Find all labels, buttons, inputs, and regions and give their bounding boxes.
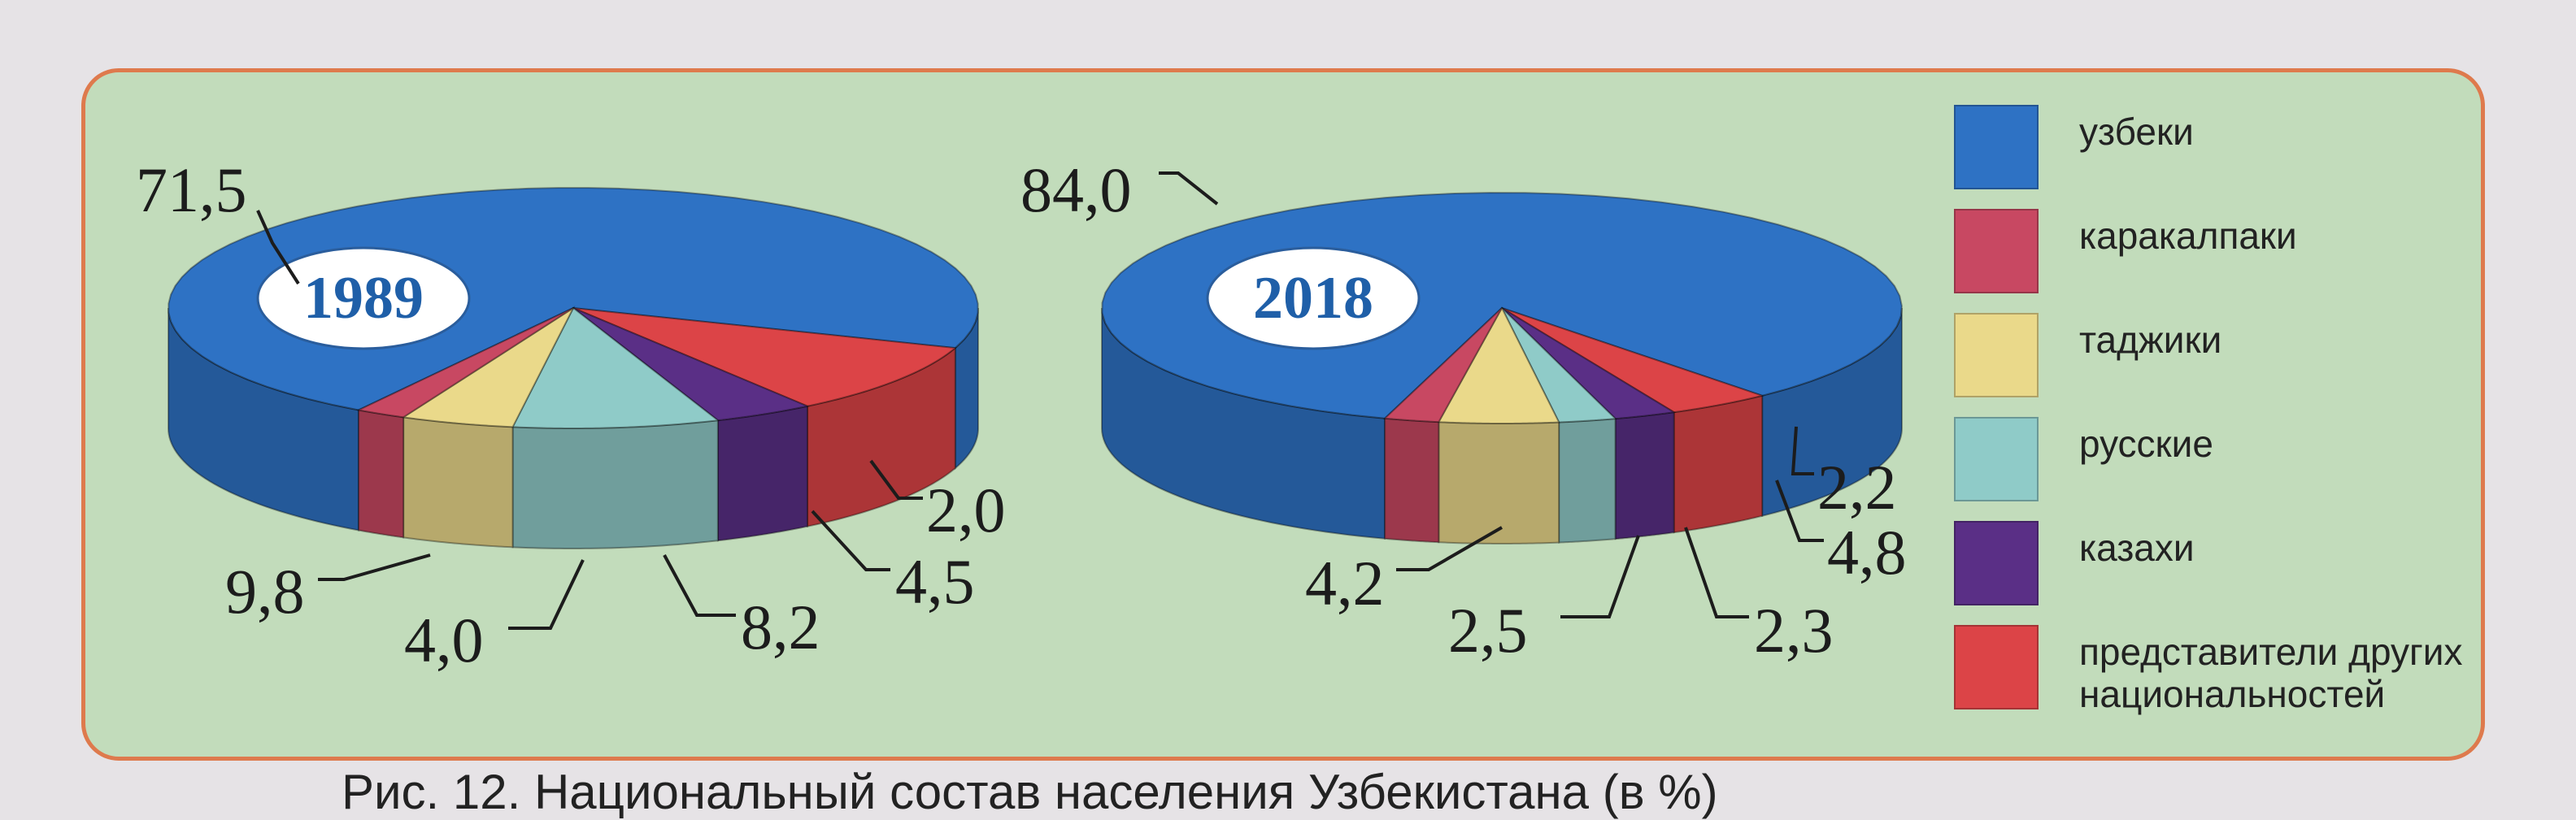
leader-other-1989: [318, 553, 431, 581]
pie-side-karakalpaks-2018: [1384, 417, 1440, 544]
pie-side-uzbeks-2018: [1761, 307, 1903, 518]
value-label-other-2018: 4,2: [1305, 548, 1385, 618]
legend-swatch-tajiks: [1954, 313, 2039, 397]
pie-slice-tajiks-1989: [401, 306, 576, 428]
pie-slice-russians-2018: [1501, 307, 1617, 423]
leader-karakalpaks-1989: [869, 459, 923, 500]
leader-kazakhs-1989: [508, 559, 585, 630]
leader-tajiks-1989: [811, 510, 890, 571]
pie-side-tajiks-1989: [402, 416, 514, 549]
pie-side-kazakhs-2018: [1614, 411, 1675, 540]
value-label-karakalpaks-2018: 2,2: [1817, 452, 1897, 523]
pie-side-russians-1989: [511, 419, 719, 549]
pie-slice-karakalpaks-2018: [1382, 307, 1503, 423]
pie-side-kazakhs-1989: [716, 405, 808, 542]
value-label-kazakhs-1989: 4,0: [404, 605, 484, 675]
legend-swatch-kazakhs: [1954, 521, 2039, 605]
pie-side-uzbeks-1989: [168, 307, 360, 531]
chart-panel: 1989 2018 71,5 9,8 4,0 8,2 4,5 2,0 84,0 …: [81, 68, 2485, 761]
legend-swatch-russians: [1954, 417, 2039, 501]
legend-label-kazakhs: казахи: [2079, 527, 2195, 569]
legend-label-russians: русские: [2079, 423, 2213, 465]
pie-side-tajiks-2018: [1438, 421, 1560, 545]
pie-slice-kazakhs-1989: [572, 307, 811, 422]
value-label-tajiks-1989: 4,5: [895, 546, 975, 617]
leader-uzbeks-1989: [256, 210, 300, 285]
leader-other-2018: [1396, 526, 1503, 571]
value-label-tajiks-2018: 4,8: [1827, 517, 1907, 588]
pie-side-other-2018: [1673, 394, 1764, 534]
pie-charts: [168, 171, 1903, 630]
pie-slice-karakalpaks-1989: [355, 307, 574, 419]
year-badge-1989: [256, 246, 471, 350]
value-label-uzbeks-1989: 71,5: [136, 154, 247, 225]
legend-label-tajiks: таджики: [2079, 319, 2222, 361]
pie-slice-other-2018: [1501, 307, 1765, 414]
legend-label-karakalpaks: каракалпаки: [2079, 215, 2297, 257]
leader-uzbeks-2018: [1159, 171, 1219, 206]
pie-slice-uzbeks-1989: [168, 187, 979, 411]
leader-kazakhs-2018: [1560, 535, 1640, 618]
pie-side-russians-2018: [1558, 418, 1617, 544]
value-label-karakalpaks-1989: 2,0: [926, 475, 1006, 545]
pie-year-badge-2018: 2018: [1253, 265, 1373, 332]
value-label-russians-2018: 2,3: [1754, 595, 1834, 666]
year-badge-2018: [1206, 246, 1421, 350]
pie-year-badge-1989: 1989: [303, 265, 424, 332]
pie-slice-other-1989: [572, 307, 958, 407]
pie-slice-kazakhs-2018: [1501, 307, 1677, 420]
legend-swatch-uzbeks: [1954, 105, 2039, 189]
leader-tajiks-2018: [1775, 479, 1824, 542]
value-label-uzbeks-2018: 84,0: [1020, 154, 1132, 225]
legend-label-other: представители других национальностей: [2079, 631, 2463, 715]
pie-slice-tajiks-2018: [1437, 306, 1560, 424]
leader-russians-2018: [1684, 527, 1749, 618]
legend-label-uzbeks: узбеки: [2079, 111, 2194, 153]
legend-swatch-other: [1954, 625, 2039, 709]
pie-side-karakalpaks-1989: [358, 409, 405, 539]
legend-swatch-karakalpaks: [1954, 209, 2039, 293]
value-label-russians-1989: 8,2: [741, 592, 820, 662]
value-label-kazakhs-2018: 2,5: [1448, 595, 1528, 666]
figure-caption: Рис. 12. Национальный состав населения У…: [342, 765, 1718, 819]
leader-karakalpaks-2018: [1791, 426, 1814, 475]
value-label-other-1989: 9,8: [225, 556, 305, 627]
leader-russians-1989: [663, 554, 736, 617]
pie-side-uzbeks-2018: [1101, 307, 1386, 540]
pie-slice-russians-1989: [511, 306, 720, 429]
